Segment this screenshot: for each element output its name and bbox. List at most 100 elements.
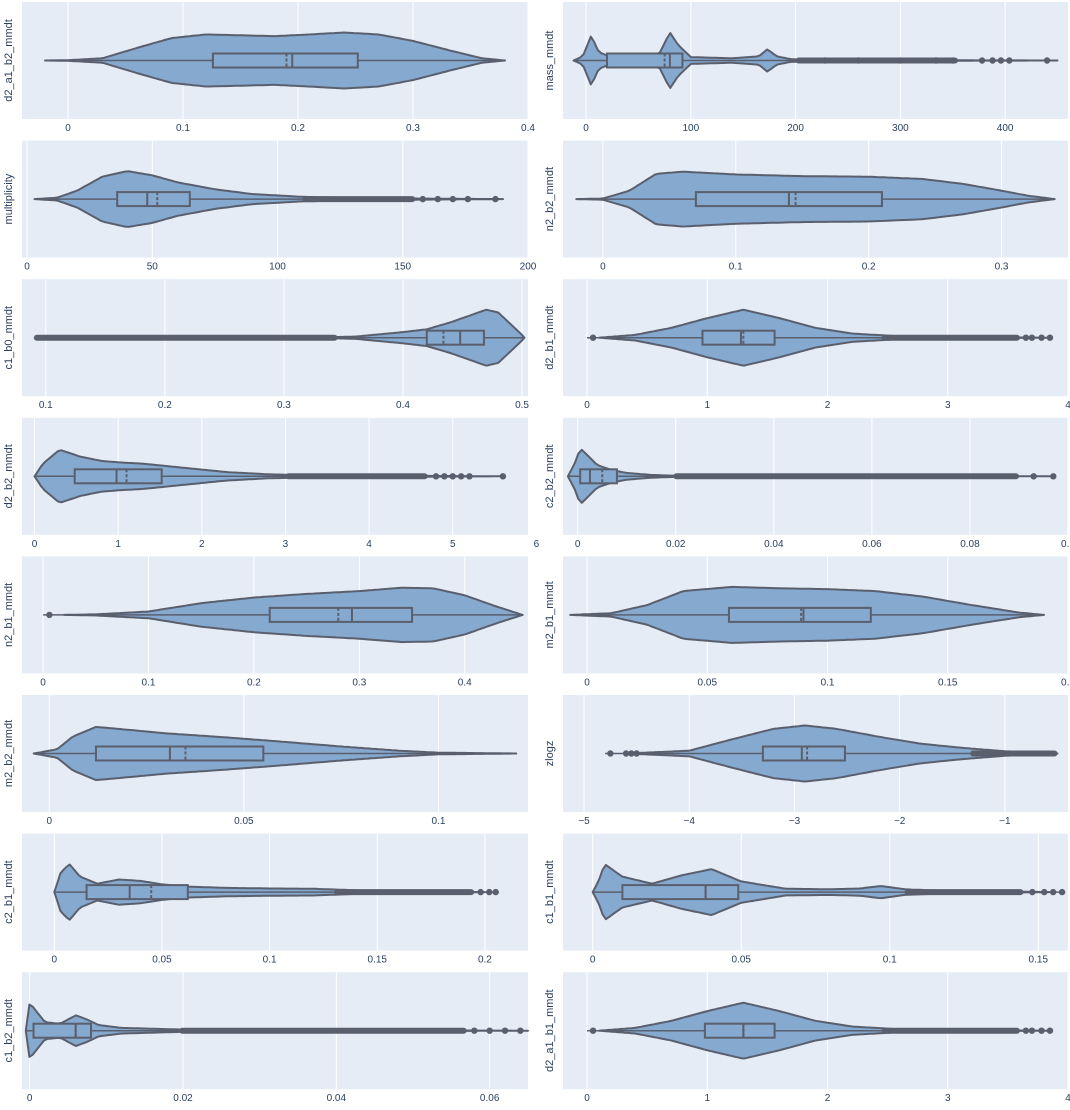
outlier-point bbox=[1046, 1027, 1054, 1034]
y-axis-label: c2_b1_mmdt bbox=[3, 860, 15, 924]
outlier-band bbox=[904, 889, 1024, 896]
x-tick-label: 0.2 bbox=[862, 262, 876, 273]
outlier-point bbox=[622, 750, 630, 757]
x-tick-label: −5 bbox=[578, 816, 590, 827]
subplot-d2_b2_mmdt: 0 1 2 3 4 5 6 d2_b2_mmdt bbox=[3, 417, 540, 550]
x-tick-label: 1 bbox=[705, 1093, 711, 1104]
x-tick-label: 0.05 bbox=[732, 955, 752, 966]
outlier-point bbox=[457, 473, 465, 480]
subplot-c1_b1_mmdt: 0 0.05 0.1 0.15 c1_b1_mmdt bbox=[544, 833, 1068, 966]
outlier-point bbox=[501, 1027, 509, 1034]
x-tick-label: 0.15 bbox=[1029, 955, 1049, 966]
subplot-c1_b2_mmdt: 0 0.02 0.04 0.06 c1_b2_mmdt bbox=[3, 972, 529, 1104]
outlier-point bbox=[589, 1027, 597, 1034]
outlier-point bbox=[978, 57, 986, 64]
outlier-point bbox=[1028, 334, 1036, 341]
x-tick-label: 0 bbox=[590, 955, 596, 966]
x-tick-label: 3 bbox=[945, 400, 951, 411]
y-axis-label: d2_b2_mmdt bbox=[3, 444, 15, 508]
x-tick-label: 0.2 bbox=[291, 123, 305, 134]
x-tick-label: 0.15 bbox=[938, 677, 958, 688]
x-tick-label: 0.04 bbox=[327, 1093, 347, 1104]
outlier-point bbox=[1043, 57, 1051, 64]
y-axis-label: m2_b1_mmdt bbox=[544, 581, 556, 648]
x-tick-label: 0.1 bbox=[176, 123, 190, 134]
subplot-multiplicity: 0 50 100 150 200 multiplicity bbox=[3, 140, 537, 273]
outlier-point bbox=[949, 57, 956, 64]
outlier-point bbox=[434, 195, 442, 203]
outlier-point bbox=[449, 195, 457, 203]
x-tick-label: 0.2 bbox=[478, 955, 492, 966]
x-tick-label: 0 bbox=[584, 400, 590, 411]
quartile-box bbox=[761, 745, 846, 762]
y-axis-label: c2_b2_mmdt bbox=[544, 445, 556, 509]
outlier-point bbox=[441, 473, 448, 480]
subplot-d2_a1_b2_mmdt: 0 0.1 0.2 0.3 0.4 d2_a1_b2_mmdt bbox=[3, 2, 535, 134]
outlier-point bbox=[477, 888, 484, 896]
x-tick-label: 0.06 bbox=[862, 539, 882, 550]
subplot-d2_b1_mmdt: 0 1 2 3 4 d2_b1_mmdt bbox=[544, 279, 1070, 411]
x-tick-label: 0.1 bbox=[432, 816, 446, 827]
x-tick-label: 0.3 bbox=[995, 262, 1009, 273]
subplot-c2_b2_mmdt: 0 0.02 0.04 0.06 0.08 0.1 c2_b2_mmdt bbox=[544, 417, 1070, 550]
x-tick-label: 0.05 bbox=[152, 955, 172, 966]
x-tick-label: 2 bbox=[825, 400, 831, 411]
x-tick-label: 0.08 bbox=[960, 539, 980, 550]
quartile-box bbox=[621, 884, 740, 901]
x-tick-label: 0.05 bbox=[698, 677, 718, 688]
outlier-band bbox=[881, 1027, 1020, 1034]
x-tick-label: 6 bbox=[534, 539, 540, 550]
y-axis-label: mass_mmdt bbox=[544, 31, 556, 91]
x-tick-label: 0.4 bbox=[521, 123, 535, 134]
y-axis-label: d2_b1_mmdt bbox=[544, 306, 556, 370]
x-tick-label: 5 bbox=[450, 539, 456, 550]
x-tick-label: 0 bbox=[40, 677, 46, 688]
x-tick-label: 4 bbox=[1065, 1093, 1070, 1104]
subplot-n2_b1_mmdt: 0 0.1 0.2 0.3 0.4 n2_b1_mmdt bbox=[3, 556, 528, 688]
y-axis-label: multiplicity bbox=[3, 173, 15, 224]
outlier-point bbox=[1038, 334, 1045, 341]
outlier-point bbox=[855, 57, 862, 64]
y-axis-label: n2_b1_mmdt bbox=[3, 583, 15, 647]
subplot-n2_b2_mmdt: 0 0.1 0.2 0.3 n2_b2_mmdt bbox=[544, 140, 1068, 273]
outlier-point bbox=[486, 1027, 493, 1034]
x-tick-label: 100 bbox=[682, 123, 699, 134]
x-tick-label: −1 bbox=[999, 816, 1011, 827]
outlier-band bbox=[795, 57, 958, 64]
x-tick-label: 0.3 bbox=[352, 677, 366, 688]
outlier-point bbox=[932, 57, 940, 64]
x-tick-label: 0 bbox=[584, 677, 590, 688]
x-tick-label: 1 bbox=[115, 539, 121, 550]
x-tick-label: 1 bbox=[705, 400, 711, 411]
x-tick-label: 300 bbox=[892, 123, 909, 134]
outlier-point bbox=[464, 195, 472, 203]
x-tick-label: 100 bbox=[269, 262, 286, 273]
x-tick-label: 0.2 bbox=[158, 400, 172, 411]
x-tick-label: 0 bbox=[27, 1093, 33, 1104]
subplot-mass_mmdt: 0 100 200 300 400 mass_mmdt bbox=[544, 2, 1068, 134]
x-tick-label: 0 bbox=[584, 1093, 590, 1104]
x-tick-label: 0.1 bbox=[729, 262, 743, 273]
quartile-box bbox=[703, 1022, 776, 1039]
x-tick-label: 0 bbox=[24, 262, 30, 273]
outlier-point bbox=[989, 57, 996, 64]
subplot-m2_b1_mmdt: 0 0.05 0.1 0.15 0.2 m2_b1_mmdt bbox=[544, 556, 1070, 688]
x-tick-label: 0.4 bbox=[458, 677, 472, 688]
x-tick-label: 0.4 bbox=[396, 400, 410, 411]
x-tick-label: 3 bbox=[945, 1093, 951, 1104]
outlier-point bbox=[897, 57, 904, 64]
x-tick-label: 0 bbox=[32, 539, 38, 550]
outlier-point bbox=[997, 57, 1005, 64]
quartile-box bbox=[94, 745, 265, 762]
x-tick-label: 0.04 bbox=[764, 539, 784, 550]
outlier-point bbox=[821, 57, 829, 64]
outlier-point bbox=[607, 750, 614, 757]
quartile-box bbox=[116, 191, 191, 208]
outlier-point bbox=[1038, 1027, 1045, 1034]
outlier-point bbox=[432, 473, 440, 480]
x-tick-label: 4 bbox=[1065, 400, 1070, 411]
outlier-point bbox=[517, 1027, 524, 1034]
outlier-point bbox=[471, 1027, 478, 1034]
